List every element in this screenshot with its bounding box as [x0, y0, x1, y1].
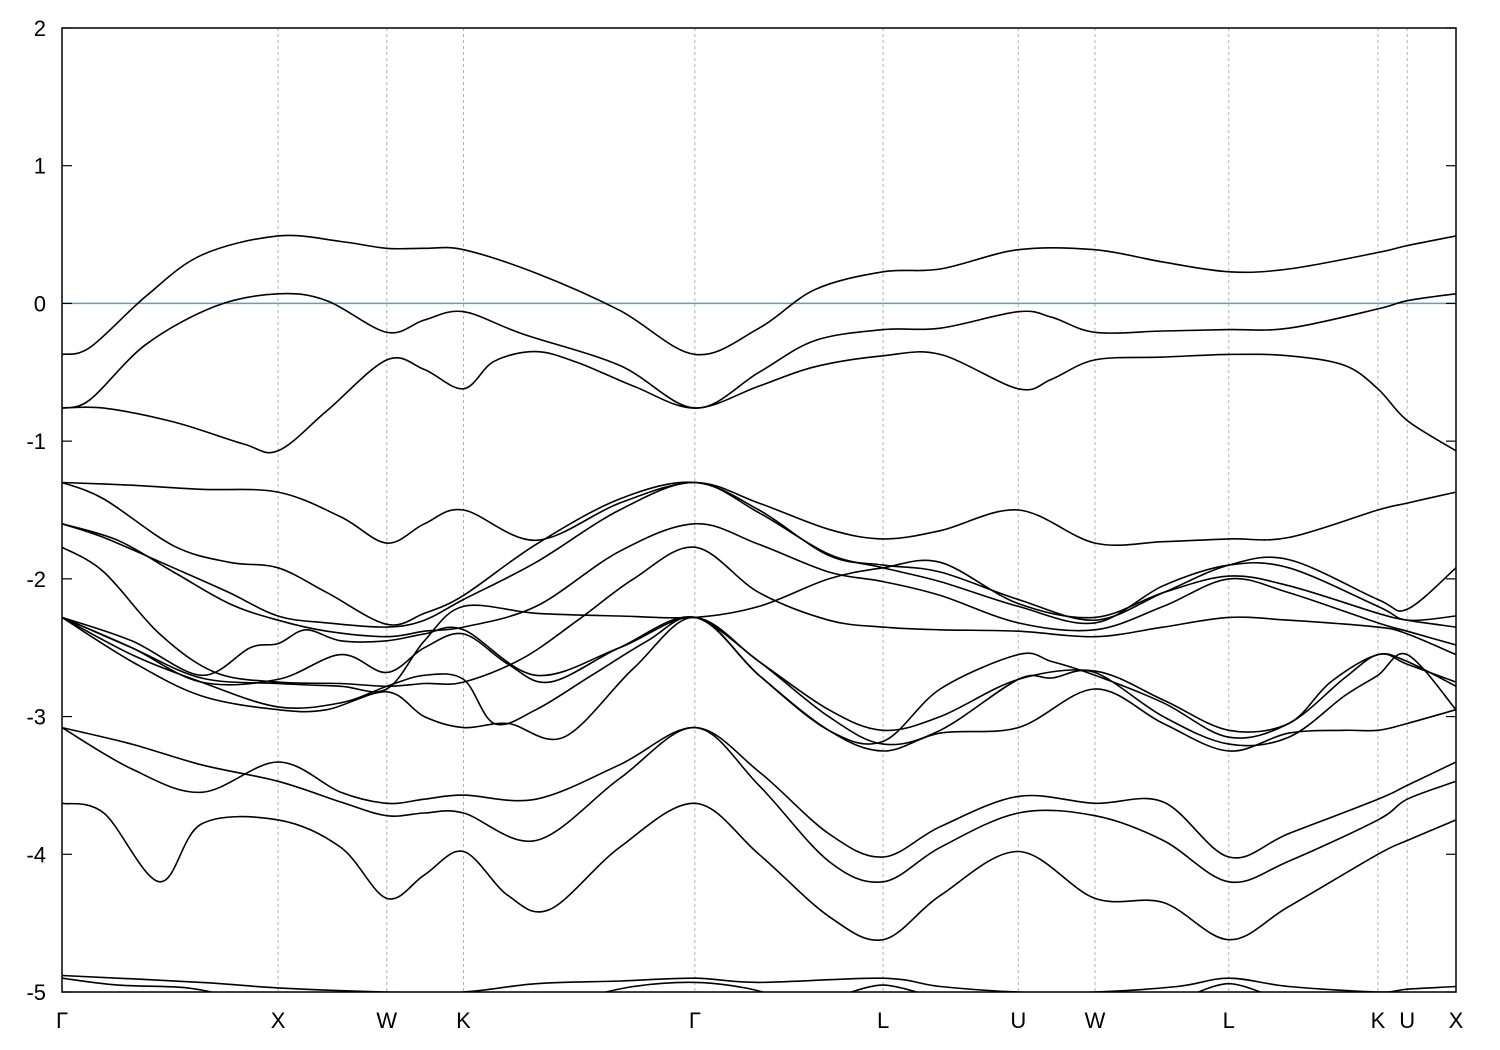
band-line-20: [848, 984, 920, 992]
band-line-12: [62, 616, 1456, 747]
band-line-21: [1196, 982, 1263, 992]
kpoint-label: Γ: [56, 1008, 68, 1033]
band-line-15: [62, 726, 1456, 884]
band-line-17: [62, 974, 1456, 992]
band-series-group: [62, 234, 1456, 992]
band-line-16: [62, 802, 1456, 942]
band-line-7: [62, 522, 1456, 646]
kpoint-label: W: [1085, 1008, 1106, 1033]
kpoint-label: L: [1223, 1008, 1235, 1033]
y-axis: -5 -4 -3 -2 -1 0 1 2: [26, 16, 1456, 1005]
band-line-1: [62, 234, 1456, 356]
band-line-18: [62, 977, 216, 992]
y-tick-label: -4: [26, 842, 46, 867]
kpoint-label: K: [456, 1008, 471, 1033]
band-line-4: [62, 481, 1456, 547]
band-line-11: [62, 616, 1456, 745]
kpoint-label: X: [1449, 1008, 1464, 1033]
band-line-8: [62, 546, 1456, 688]
kpoint-label: W: [376, 1008, 397, 1033]
y-tick-label: -3: [26, 705, 46, 730]
plot-frame: [61, 27, 1457, 993]
band-line-2: [62, 292, 1456, 409]
band-line-19: [602, 981, 766, 992]
kpoint-label: L: [877, 1008, 889, 1033]
band-line-9: [62, 559, 1456, 693]
kpoint-label: X: [271, 1008, 286, 1033]
kpoint-label: U: [1010, 1008, 1026, 1033]
high-symmetry-gridlines: [277, 28, 1408, 992]
band-line-14: [62, 726, 1456, 859]
band-line-13: [62, 616, 1456, 752]
kpoint-label: Γ: [689, 1008, 701, 1033]
y-tick-label: 1: [34, 154, 46, 179]
y-tick-label: -1: [26, 429, 46, 454]
band-line-3: [62, 350, 1456, 454]
band-line-10: [62, 616, 1456, 733]
y-tick-label: -2: [26, 567, 46, 592]
y-tick-label: 2: [34, 16, 46, 41]
kpoint-label: K: [1371, 1008, 1386, 1033]
y-tick-label: 0: [34, 291, 46, 316]
y-tick-label: -5: [26, 980, 46, 1005]
kpoint-label: U: [1399, 1008, 1415, 1033]
band-line-6: [62, 481, 1456, 628]
